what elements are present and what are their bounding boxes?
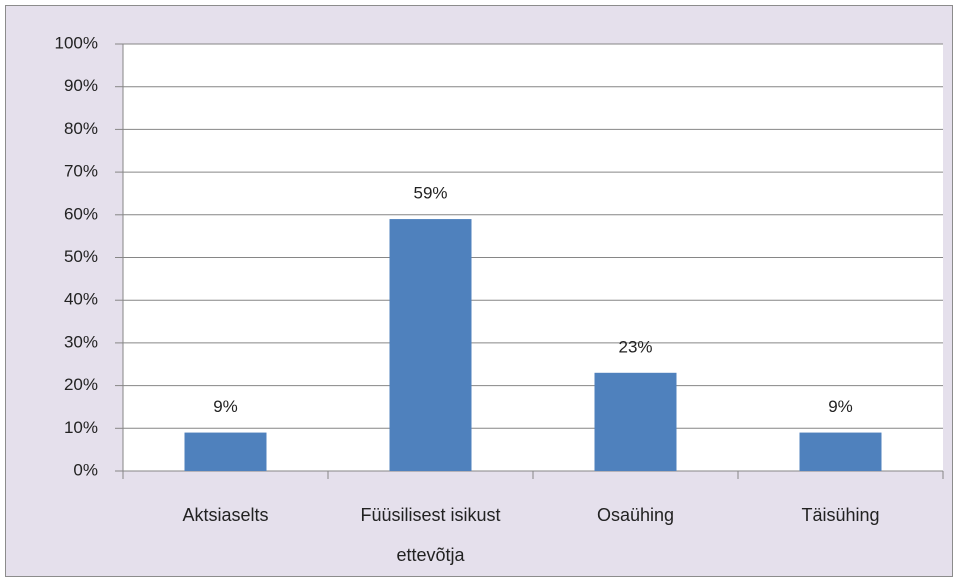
y-tick-label: 10% [64,418,98,437]
data-label: 59% [413,184,447,203]
bar [799,432,882,471]
bar [389,219,472,471]
bar [184,432,267,471]
y-tick-label: 80% [64,119,98,138]
x-tick-label: Täisühing [801,505,880,525]
y-tick-label: 90% [64,76,98,95]
y-tick-label: 20% [64,375,98,394]
x-tick-label: Füüsilisest isikust ettevõtja [360,505,501,565]
data-label: 23% [618,337,652,356]
y-tick-label: 70% [64,162,98,181]
y-tick-label: 60% [64,204,98,223]
data-label: 9% [828,397,853,416]
y-tick-label: 100% [55,33,98,52]
x-tick-label: Aktsiaselts [182,505,269,525]
y-tick-label: 50% [64,247,98,266]
y-tick-label: 40% [64,290,98,309]
data-label: 9% [213,397,238,416]
bar [594,372,677,471]
y-tick-label: 0% [73,460,98,479]
y-tick-label: 30% [64,332,98,351]
x-tick-label: Osaühing [596,505,675,525]
